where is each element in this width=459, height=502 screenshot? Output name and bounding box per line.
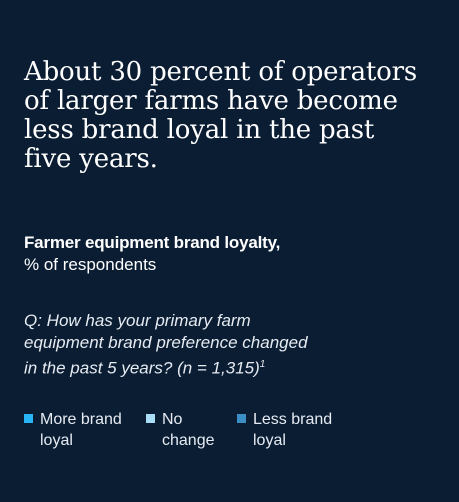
legend-label-line: More brand: [40, 411, 122, 428]
legend-label: No change: [146, 409, 215, 451]
legend-label: More brand loyal: [24, 409, 122, 451]
chart-title-line: of larger farms have become: [24, 86, 398, 116]
legend-label-line: loyal: [253, 432, 286, 449]
chart-subtitle-metric: Farmer equipment brand loyalty,: [24, 233, 281, 252]
legend-swatch-more-brand-loyal: [24, 414, 33, 423]
chart-subtitle: Farmer equipment brand loyalty, % of res…: [24, 232, 444, 276]
survey-question: Q: How has your primary farm equipment b…: [24, 310, 424, 380]
chart-legend: More brand loyal No change Less brand lo…: [24, 409, 444, 453]
survey-question-line: Q: How has your primary farm: [24, 311, 251, 330]
legend-label-line: Less brand: [253, 411, 333, 428]
legend-item-no-change: No change: [146, 409, 215, 451]
legend-item-more-brand-loyal: More brand loyal: [24, 409, 122, 451]
legend-label-line: No: [162, 411, 183, 428]
chart-title-line: less brand loyal in the past: [24, 115, 375, 145]
survey-question-text: in the past 5 years? (n = 1,315): [24, 358, 260, 378]
legend-swatch-less-brand-loyal: [237, 414, 246, 423]
legend-swatch-no-change: [146, 414, 155, 423]
chart-title-line: About 30 percent of operators: [24, 57, 417, 87]
legend-item-less-brand-loyal: Less brand loyal: [237, 409, 332, 451]
survey-question-line: in the past 5 years? (n = 1,315)1: [24, 354, 424, 380]
footnote-marker: 1: [259, 359, 266, 370]
chart-title-line: five years.: [24, 144, 158, 174]
chart-title: About 30 percent of operators of larger …: [24, 58, 444, 174]
legend-label-line: change: [162, 432, 215, 449]
survey-question-line: equipment brand preference changed: [24, 333, 308, 352]
legend-label: Less brand loyal: [237, 409, 332, 451]
legend-label-line: loyal: [40, 432, 73, 449]
chart-subtitle-unit: % of respondents: [24, 255, 157, 274]
